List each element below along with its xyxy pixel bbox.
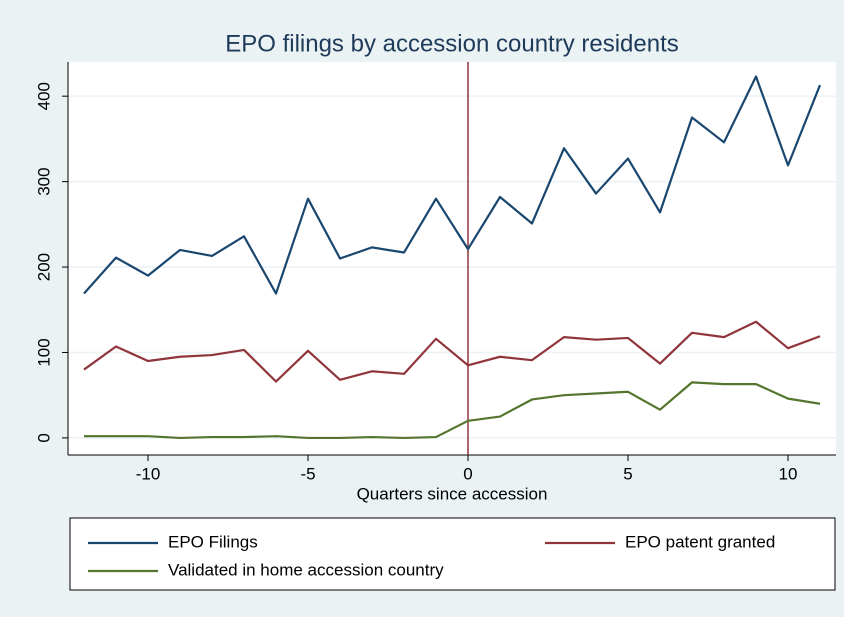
y-tick-label: 400: [34, 82, 53, 110]
y-tick-label: 0: [34, 433, 53, 442]
y-tick-label: 100: [34, 338, 53, 366]
series-line: [83, 75, 822, 295]
chart-title: EPO filings by accession country residen…: [225, 30, 679, 57]
x-tick-label: 10: [779, 464, 798, 483]
x-tick-label: 5: [623, 464, 632, 483]
legend-label: EPO patent granted: [625, 532, 775, 551]
series-line: [84, 381, 821, 440]
x-tick-label: -10: [136, 464, 161, 483]
plot-area: [68, 62, 836, 455]
legend-label: EPO Filings: [168, 532, 258, 551]
x-tick-label: -5: [300, 464, 315, 483]
y-tick-label: 200: [34, 253, 53, 281]
series-line: [83, 320, 821, 383]
legend-box: [69, 517, 836, 591]
x-tick-label: 0: [463, 464, 472, 483]
legend-label: Validated in home accession country: [168, 560, 444, 579]
y-tick-label: 300: [34, 167, 53, 195]
x-axis-title: Quarters since accession: [357, 484, 548, 503]
